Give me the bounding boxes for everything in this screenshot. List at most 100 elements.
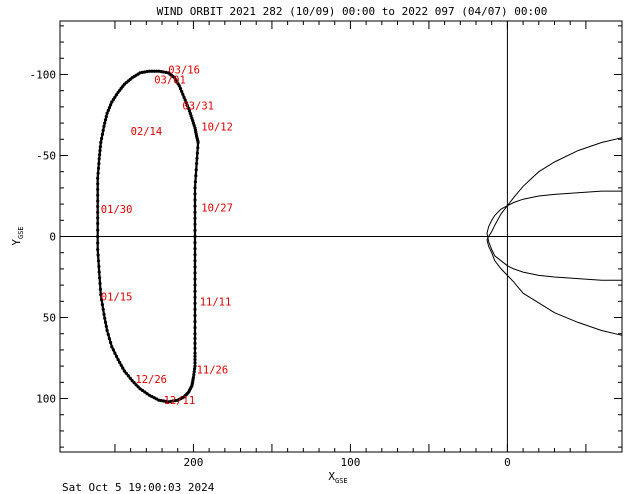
- orbit-point: [193, 341, 197, 345]
- date-labels: 10/12 10/27 11/11 11/26 12/11 12/26 01/15 01/30…: [101, 65, 233, 408]
- orbit-point: [97, 162, 101, 166]
- date-label: 10/27: [201, 202, 233, 214]
- orbit-point: [196, 146, 200, 150]
- magnetopause-curve: [486, 137, 623, 336]
- orbit-point: [193, 354, 197, 358]
- orbit-point: [134, 383, 138, 387]
- orbit-point: [193, 186, 197, 190]
- x-ticks: 200 100 0: [114, 21, 587, 469]
- orbit-point: [159, 399, 163, 403]
- orbit-point: [128, 376, 132, 380]
- orbit-point: [103, 320, 108, 324]
- date-label: 02/14: [131, 126, 163, 138]
- orbit-point: [96, 216, 100, 220]
- orbit-point: [143, 390, 147, 394]
- orbit-point: [124, 371, 128, 375]
- orbit-point: [193, 358, 197, 362]
- orbit-point: [147, 393, 152, 397]
- orbit-point: [98, 145, 102, 149]
- orbit-point: [193, 313, 197, 318]
- orbit-point: [99, 293, 103, 297]
- orbit-point: [190, 116, 194, 120]
- orbit-point: [114, 93, 119, 97]
- orbit-point: [113, 95, 117, 99]
- orbit-point: [98, 281, 102, 286]
- orbit-point: [193, 253, 197, 257]
- orbit-point: [98, 287, 102, 291]
- orbit-point: [193, 283, 197, 287]
- orbit-point: [104, 115, 108, 119]
- orbit-point: [105, 111, 109, 115]
- orbit-point: [100, 298, 104, 302]
- orbit-point: [99, 140, 103, 145]
- orbit-point: [193, 204, 197, 208]
- date-label: 12/11: [164, 395, 196, 407]
- orbit-point: [183, 98, 187, 102]
- orbit-point: [98, 149, 102, 153]
- orbit-point: [100, 132, 104, 136]
- orbit-point: [96, 199, 100, 203]
- orbit-point: [195, 156, 199, 160]
- orbit-point: [188, 111, 192, 115]
- orbit-point: [96, 182, 100, 186]
- orbit-point: [96, 253, 100, 257]
- orbit-point: [182, 95, 186, 99]
- orbit-point: [195, 162, 199, 166]
- date-label: 12/26: [135, 374, 167, 386]
- x-axis-label-sub: GSE: [335, 477, 348, 485]
- orbit-point: [193, 241, 197, 245]
- orbit-point: [193, 277, 197, 281]
- date-label: 10/12: [201, 121, 233, 133]
- orbit-point: [132, 381, 136, 385]
- orbit-point: [152, 396, 156, 400]
- orbit-point: [180, 89, 184, 94]
- orbit-point: [147, 69, 152, 73]
- orbit-point: [193, 222, 197, 226]
- orbit-point: [191, 119, 195, 123]
- orbit-point: [105, 328, 109, 333]
- date-label: 11/26: [197, 364, 229, 376]
- orbit-point: [102, 312, 106, 316]
- orbit-point: [169, 399, 173, 403]
- orbit-point: [177, 84, 181, 88]
- orbit-point: [119, 363, 123, 367]
- orbit-point: [193, 307, 197, 311]
- orbit-point: [102, 124, 106, 128]
- orbit-point: [193, 216, 197, 220]
- y-axis-label-sub: GSE: [17, 226, 25, 239]
- orbit-point: [193, 351, 197, 355]
- orbit-point: [96, 176, 100, 180]
- orbit-point: [193, 346, 197, 350]
- orbit-point: [96, 193, 100, 197]
- bow-shock-curve: [486, 190, 622, 281]
- orbit-point: [157, 398, 161, 402]
- orbit-point: [114, 354, 119, 358]
- orbit-point: [140, 388, 144, 392]
- orbit-point: [194, 174, 198, 178]
- orbit-point: [193, 326, 197, 330]
- orbit-point: [187, 109, 192, 113]
- orbit-point: [106, 108, 110, 113]
- orbit-point: [193, 271, 197, 275]
- x-tick-label: 200: [183, 456, 203, 469]
- orbit-point: [107, 337, 111, 341]
- orbit-point: [193, 180, 197, 184]
- orbit-point: [138, 387, 142, 391]
- orbit-point: [96, 259, 101, 263]
- orbit-point: [101, 128, 105, 132]
- orbit-point: [178, 87, 183, 91]
- orbit-point: [98, 153, 102, 157]
- orbit-point: [111, 98, 115, 102]
- orbit-point: [150, 69, 154, 73]
- orbit-point: [192, 373, 196, 377]
- orbit-point: [185, 104, 190, 108]
- orbit-point: [193, 265, 197, 269]
- orbit-point: [116, 358, 120, 362]
- orbit-point: [109, 103, 113, 107]
- orbit-point: [111, 348, 115, 352]
- orbit-point: [181, 92, 185, 96]
- x-tick-label: 0: [504, 456, 511, 469]
- x-axis-label-main: X: [328, 470, 335, 483]
- orbit-point: [100, 303, 104, 307]
